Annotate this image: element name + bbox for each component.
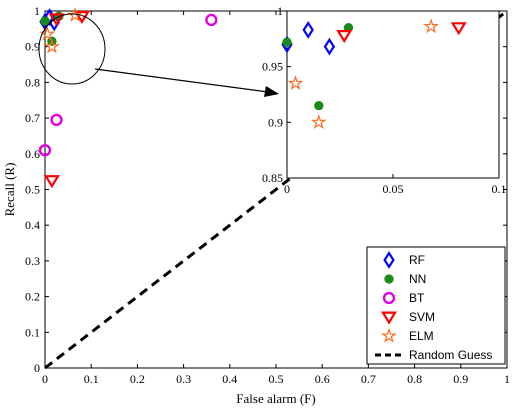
data-point-svm	[43, 175, 60, 189]
x-tick-label: 1	[504, 372, 510, 386]
inset-y-tick-label: 0.9	[268, 115, 283, 129]
data-point-bt	[38, 144, 52, 157]
inset-data-point-nn	[282, 37, 292, 47]
x-tick-label: 0.7	[361, 372, 376, 386]
data-point-bt	[205, 13, 218, 27]
y-tick-label: 1	[34, 4, 40, 18]
inset-data-point-nn	[314, 100, 324, 111]
y-tick-label: 0.3	[25, 254, 40, 268]
inset-data-point-svm	[336, 29, 353, 44]
y-tick-label: 0.8	[25, 75, 40, 89]
inset-y-tick-label: 1	[277, 4, 283, 18]
inset-x-tick-label: 0	[284, 182, 290, 196]
data-point-bt	[50, 113, 63, 127]
legend-swatch-svm	[380, 311, 398, 325]
inset-y-tick-label: 0.95	[262, 60, 283, 74]
x-axis-label: False alarm (F)	[236, 391, 315, 406]
legend-label: NN	[409, 272, 426, 286]
legend-label: RF	[409, 253, 425, 267]
y-tick-label: 0.5	[25, 183, 40, 197]
zoom-arrow	[94, 68, 277, 94]
inset-data-point-elm	[310, 114, 327, 129]
x-tick-label: 0.1	[84, 372, 99, 386]
inset-data-point-rf	[323, 37, 336, 56]
legend-label: Random Guess	[409, 348, 492, 362]
y-tick-label: 0.2	[25, 290, 40, 304]
y-axis-label: Recall (R)	[2, 163, 17, 217]
x-tick-label: 0.4	[222, 372, 237, 386]
x-tick-label: 0.8	[407, 372, 422, 386]
x-tick-label: 0.6	[315, 372, 330, 386]
y-tick-label: 0.1	[25, 325, 40, 339]
inset-x-tick-label: 0.1	[492, 182, 507, 196]
legend-swatch-nn	[384, 274, 394, 284]
x-tick-label: 0.5	[269, 372, 284, 386]
data-point-elm	[67, 7, 83, 22]
y-tick-label: 0	[34, 361, 40, 375]
legend-swatch-elm	[381, 327, 397, 343]
data-point-nn	[40, 16, 50, 26]
legend-swatch-rf	[383, 251, 395, 269]
legend-label: ELM	[409, 329, 434, 343]
inset-plot-area	[286, 10, 500, 179]
y-tick-label: 0.9	[25, 40, 40, 54]
inset-y-tick-label: 0.85	[262, 171, 283, 185]
y-tick-label: 0.6	[25, 147, 40, 161]
zoom-arrow-head	[264, 86, 279, 97]
inset-data-point-elm	[423, 18, 439, 34]
zoom-circle	[38, 13, 106, 85]
legend-swatch-bt	[382, 291, 396, 305]
x-tick-label: 0.2	[130, 372, 145, 386]
inset-data-point-rf	[302, 21, 314, 39]
x-tick-label: 0.9	[453, 372, 468, 386]
inset-data-point-svm	[450, 22, 467, 36]
x-tick-label: 0.3	[176, 372, 191, 386]
inset-x-tick-label: 0.05	[383, 182, 404, 196]
y-tick-label: 0.4	[25, 218, 40, 232]
legend-label: BT	[409, 291, 425, 305]
legend-label: SVM	[409, 310, 435, 324]
x-tick-label: 0	[42, 372, 48, 386]
data-point-elm	[44, 38, 60, 54]
y-tick-label: 0.7	[25, 111, 40, 125]
inset-data-point-elm	[287, 75, 304, 91]
